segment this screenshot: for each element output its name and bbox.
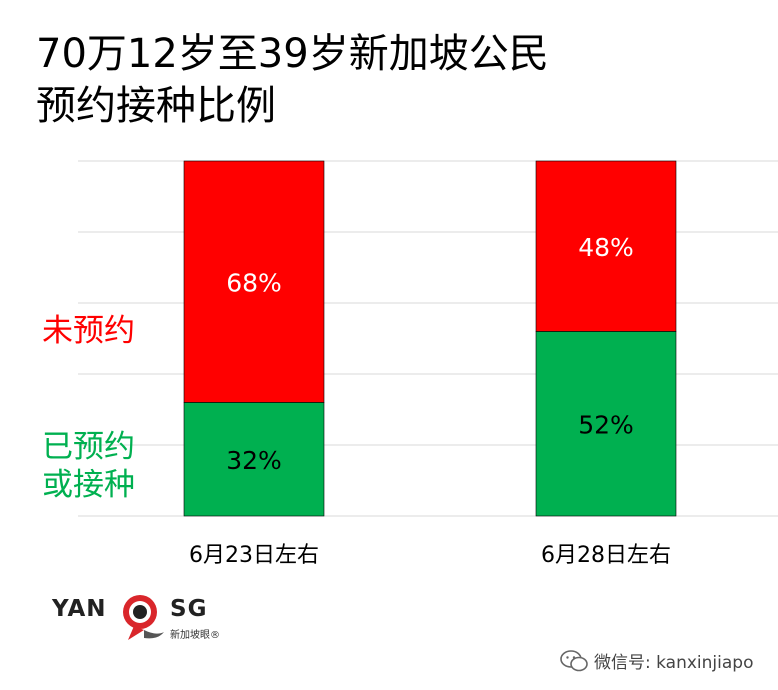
stacked-bar-chart: 32% 68% 6月23日左右 52% 48% 6月28日左右	[0, 0, 778, 600]
wechat-icon	[560, 650, 588, 672]
legend-booked: 已预约 或接种	[42, 428, 135, 504]
data-label: 32%	[226, 446, 282, 475]
logo-subtext: 新加坡眼®	[170, 626, 220, 641]
legend-not-booked-line-1: 未预约	[42, 312, 135, 350]
legend-booked-line-1: 已预约	[42, 428, 135, 466]
data-label: 52%	[578, 411, 634, 440]
x-tick-label: 6月28日左右	[541, 543, 671, 568]
wechat-id: 微信号: kanxinjiapo	[594, 648, 753, 673]
camera-lens-icon	[114, 592, 170, 642]
logo-text-right: SG	[170, 596, 207, 622]
data-label: 48%	[578, 233, 634, 262]
legend-not-booked: 未预约	[42, 312, 135, 350]
legend-booked-line-2: 或接种	[42, 466, 135, 504]
data-label: 68%	[226, 269, 282, 298]
x-tick-label: 6月23日左右	[189, 543, 319, 568]
logo-text-left: YAN	[52, 596, 107, 622]
